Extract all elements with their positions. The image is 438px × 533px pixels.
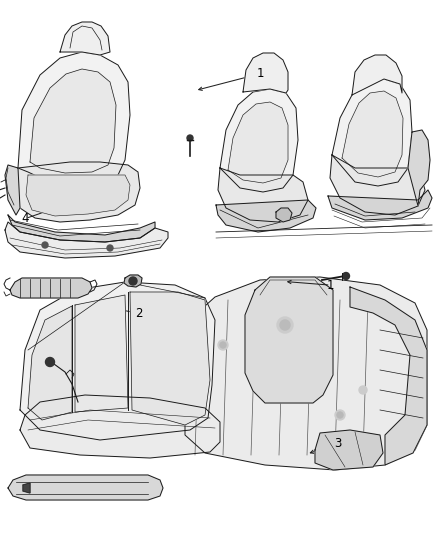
Polygon shape bbox=[30, 69, 116, 173]
Polygon shape bbox=[130, 292, 210, 425]
Polygon shape bbox=[332, 79, 412, 186]
Circle shape bbox=[343, 272, 350, 279]
Text: 4: 4 bbox=[21, 212, 29, 225]
Text: 2: 2 bbox=[135, 307, 143, 320]
Circle shape bbox=[220, 342, 226, 348]
Circle shape bbox=[280, 320, 290, 330]
Polygon shape bbox=[20, 282, 215, 440]
Polygon shape bbox=[16, 162, 140, 222]
Polygon shape bbox=[75, 295, 128, 412]
Circle shape bbox=[335, 410, 345, 420]
Circle shape bbox=[107, 245, 113, 251]
Polygon shape bbox=[28, 306, 72, 420]
Polygon shape bbox=[8, 475, 163, 500]
Polygon shape bbox=[20, 395, 220, 458]
Circle shape bbox=[277, 317, 293, 333]
Circle shape bbox=[129, 277, 137, 285]
Polygon shape bbox=[328, 190, 432, 220]
Polygon shape bbox=[245, 277, 333, 403]
Polygon shape bbox=[18, 52, 130, 185]
Polygon shape bbox=[350, 287, 427, 465]
Polygon shape bbox=[5, 165, 20, 215]
Polygon shape bbox=[330, 155, 425, 215]
Polygon shape bbox=[185, 277, 427, 470]
Circle shape bbox=[42, 242, 48, 248]
Circle shape bbox=[337, 412, 343, 418]
Polygon shape bbox=[8, 215, 155, 242]
Polygon shape bbox=[342, 91, 403, 177]
Circle shape bbox=[359, 386, 367, 394]
Polygon shape bbox=[276, 208, 292, 222]
Polygon shape bbox=[10, 278, 92, 298]
Polygon shape bbox=[23, 483, 30, 493]
Polygon shape bbox=[218, 168, 308, 222]
Polygon shape bbox=[243, 53, 288, 93]
Circle shape bbox=[218, 340, 228, 350]
Polygon shape bbox=[220, 89, 298, 192]
Polygon shape bbox=[60, 22, 110, 55]
Polygon shape bbox=[315, 430, 383, 470]
Text: 3: 3 bbox=[335, 437, 342, 450]
Polygon shape bbox=[5, 222, 168, 258]
Polygon shape bbox=[124, 275, 142, 287]
Circle shape bbox=[46, 358, 54, 367]
Text: 1: 1 bbox=[257, 67, 265, 80]
Circle shape bbox=[187, 135, 193, 141]
Text: 1: 1 bbox=[327, 279, 335, 292]
Polygon shape bbox=[352, 55, 402, 95]
Polygon shape bbox=[408, 130, 430, 206]
Polygon shape bbox=[216, 200, 316, 232]
Polygon shape bbox=[228, 102, 288, 183]
Polygon shape bbox=[26, 175, 130, 216]
